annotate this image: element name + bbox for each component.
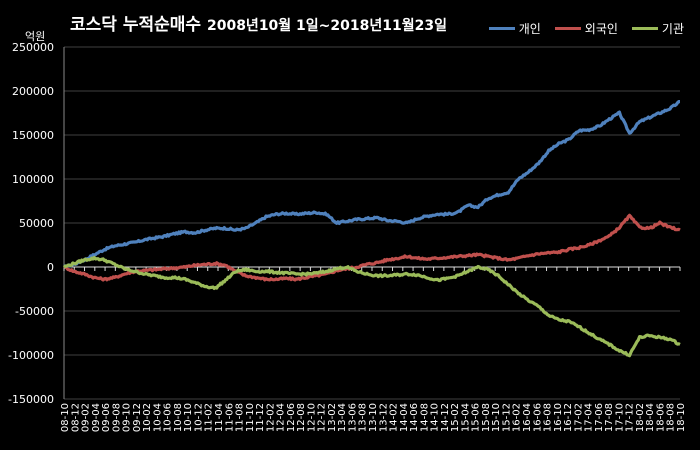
x-tick-label: 11-04 [214,403,225,432]
legend-item-foreign: 외국인 [554,20,618,37]
x-tick-label: 18-06 [655,403,666,432]
series-line-2 [62,255,681,358]
x-tick-label: 16-06 [532,403,543,432]
x-tick-label: 10-04 [152,403,163,432]
series-line-0 [63,99,681,269]
x-tick-label: 14-06 [409,403,420,432]
x-tick-label: 16-02 [512,403,523,432]
x-tick-label: 11-10 [245,403,256,432]
legend-label-individual: 개인 [518,22,541,36]
y-tick-label: 200000 [12,85,54,98]
chart-title: 코스닥 누적순매수 2008년10월 1일~2018년11월23일 [70,10,447,35]
legend-item-institution: 기관 [631,20,684,37]
x-tick-label: 10-10 [183,403,194,432]
x-tick-label: 12-10 [306,403,317,432]
x-tick-label: 09-10 [122,403,133,432]
legend: 개인 외국인 기관 [488,20,684,37]
x-tick-label: 14-10 [430,403,441,432]
x-tick-label: 15-08 [481,403,492,432]
x-tick-label: 17-04 [584,403,595,432]
x-tick-label: 18-08 [666,403,677,432]
legend-item-individual: 개인 [488,20,541,37]
x-tick-label: 09-08 [111,403,122,432]
x-tick-label: 18-04 [645,403,656,432]
x-tick-label: 16-12 [563,403,574,432]
x-tick-label: 12-12 [317,403,328,432]
x-tick-label: 13-06 [347,403,358,432]
series-line-1 [63,213,681,282]
x-tick-label: 09-02 [81,403,92,432]
x-tick-label: 17-08 [604,403,615,432]
x-tick-label: 10-02 [142,403,153,432]
x-tick-label: 11-02 [204,403,215,432]
x-tick-label: 11-06 [224,403,235,432]
x-tick-label: 18-02 [635,403,646,432]
x-tick-label: 14-08 [419,403,430,432]
x-tick-label: 08-12 [70,403,81,432]
x-tick-label: 10-08 [173,403,184,432]
x-tick-label: 15-12 [501,403,512,432]
x-tick-label: 11-08 [235,403,246,432]
legend-label-institution: 기관 [661,22,684,36]
y-tick-label: 100000 [12,173,54,186]
x-tick-label: 14-12 [440,403,451,432]
y-tick-label: -150000 [8,393,54,406]
x-tick-label: 10-12 [193,403,204,432]
chart-subtitle: 2008년10월 1일~2018년11월23일 [206,18,447,34]
x-tick-label: 16-10 [553,403,564,432]
x-tick-label: 14-02 [389,403,400,432]
y-axis-unit-label: 억원 [25,30,46,43]
x-tick-label: 13-02 [327,403,338,432]
x-tick-label: 18-10 [676,403,687,432]
y-tick-label: 250000 [12,41,54,54]
y-tick-label: 0 [47,261,54,274]
x-tick-label: 16-08 [543,403,554,432]
x-tick-label: 17-06 [594,403,605,432]
legend-swatch-foreign [554,27,581,30]
y-tick-label: 50000 [19,217,54,230]
y-tick-label: -50000 [15,305,54,318]
y-tick-label: 150000 [12,129,54,142]
legend-swatch-institution [631,27,658,30]
x-tick-label: 09-06 [101,403,112,432]
x-tick-label: 10-06 [163,403,174,432]
chart-title-main: 코스닥 누적순매수 [70,15,202,35]
x-tick-label: 17-10 [614,403,625,432]
x-tick-label: 12-02 [265,403,276,432]
x-tick-label: 11-12 [255,403,266,432]
x-tick-label: 12-04 [276,403,287,432]
x-tick-label: 12-06 [286,403,297,432]
x-tick-label: 17-12 [625,403,636,432]
x-tick-label: 15-02 [450,403,461,432]
legend-swatch-individual [488,27,515,30]
x-tick-label: 09-04 [91,403,102,432]
x-tick-label: 15-04 [460,403,471,432]
x-tick-label: 14-04 [399,403,410,432]
x-tick-label: 13-04 [337,403,348,432]
x-tick-label: 13-12 [378,403,389,432]
x-tick-label: 16-04 [522,403,533,432]
x-tick-label: 12-08 [296,403,307,432]
legend-label-foreign: 외국인 [584,22,618,36]
x-tick-label: 08-10 [60,403,71,432]
x-tick-label: 13-08 [358,403,369,432]
x-tick-label: 09-12 [132,403,143,432]
x-tick-label: 15-06 [471,403,482,432]
x-tick-label: 15-10 [491,403,502,432]
x-tick-label: 13-10 [368,403,379,432]
x-tick-label: 17-02 [573,403,584,432]
y-tick-label: -100000 [8,349,54,362]
